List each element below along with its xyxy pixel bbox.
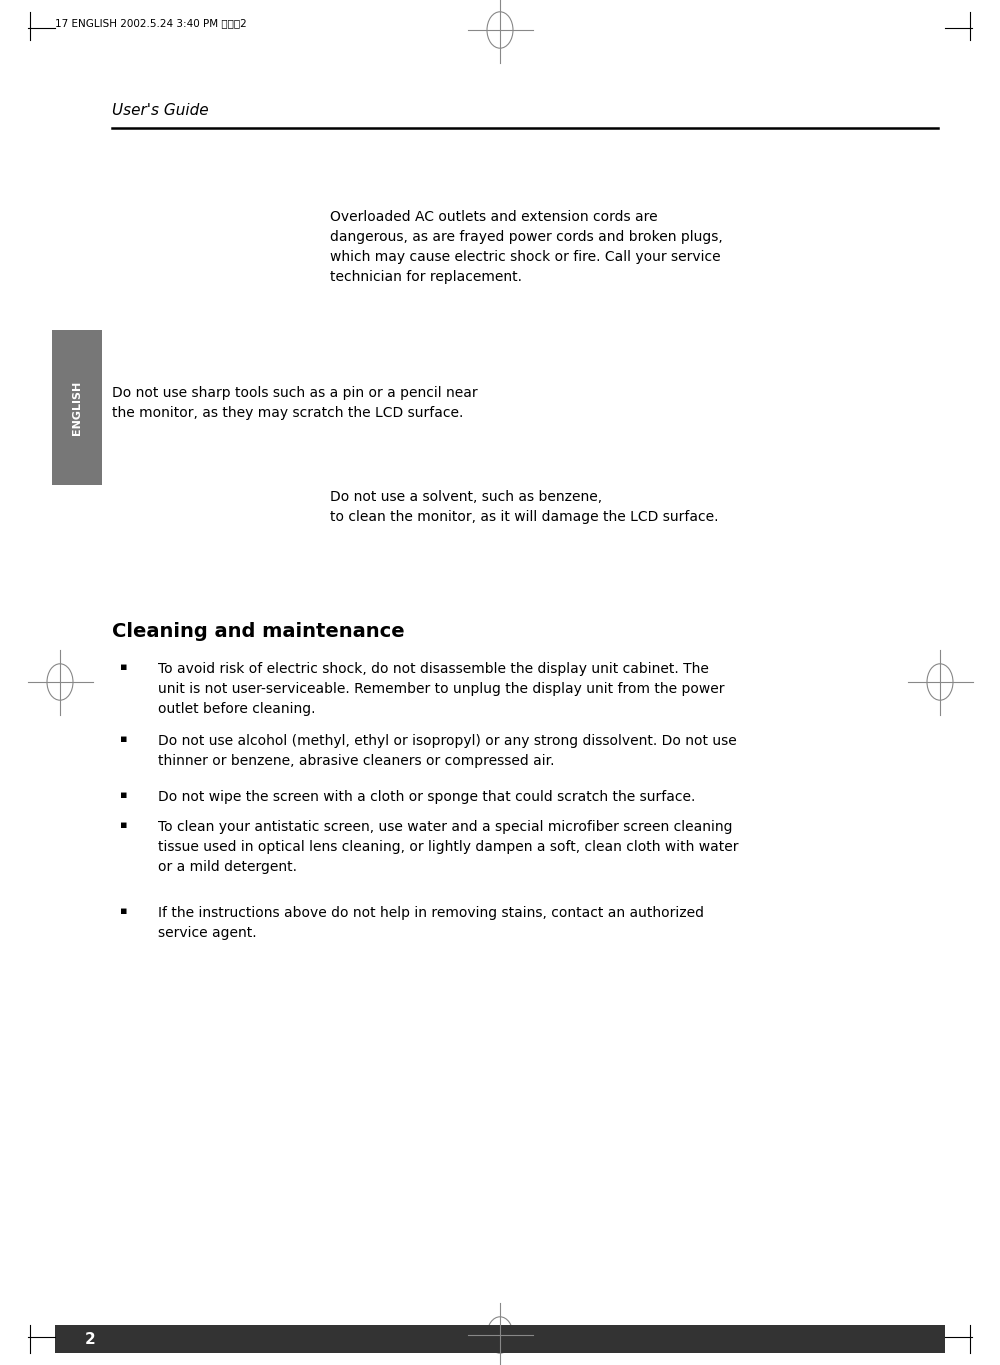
- Text: To clean your antistatic screen, use water and a special microfiber screen clean: To clean your antistatic screen, use wat…: [158, 820, 738, 874]
- Bar: [55, 1325, 945, 1353]
- Text: ▪: ▪: [120, 906, 128, 916]
- Text: Cleaning and maintenance: Cleaning and maintenance: [112, 622, 405, 642]
- Text: ▪: ▪: [120, 662, 128, 672]
- Text: Overloaded AC outlets and extension cords are
dangerous, as are frayed power cor: Overloaded AC outlets and extension cord…: [330, 210, 723, 284]
- Text: ENGLISH: ENGLISH: [72, 381, 82, 434]
- Text: ▪: ▪: [120, 734, 128, 744]
- Text: Do not use a solvent, such as benzene,
to clean the monitor, as it will damage t: Do not use a solvent, such as benzene, t…: [330, 490, 718, 524]
- Text: Do not use alcohol (methyl, ethyl or isopropyl) or any strong dissolvent. Do not: Do not use alcohol (methyl, ethyl or iso…: [158, 734, 737, 768]
- Text: 2: 2: [85, 1331, 95, 1346]
- Text: If the instructions above do not help in removing stains, contact an authorized
: If the instructions above do not help in…: [158, 906, 704, 940]
- Text: User's Guide: User's Guide: [112, 102, 209, 117]
- Text: 17 ENGLISH 2002.5.24 3:40 PM 페이지2: 17 ENGLISH 2002.5.24 3:40 PM 페이지2: [55, 18, 247, 29]
- Text: To avoid risk of electric shock, do not disassemble the display unit cabinet. Th: To avoid risk of electric shock, do not …: [158, 662, 724, 717]
- Bar: [52, 330, 102, 485]
- Text: Do not use sharp tools such as a pin or a pencil near
the monitor, as they may s: Do not use sharp tools such as a pin or …: [112, 386, 478, 420]
- Text: ▪: ▪: [120, 820, 128, 830]
- Text: ▪: ▪: [120, 790, 128, 800]
- Text: Do not wipe the screen with a cloth or sponge that could scratch the surface.: Do not wipe the screen with a cloth or s…: [158, 790, 695, 804]
